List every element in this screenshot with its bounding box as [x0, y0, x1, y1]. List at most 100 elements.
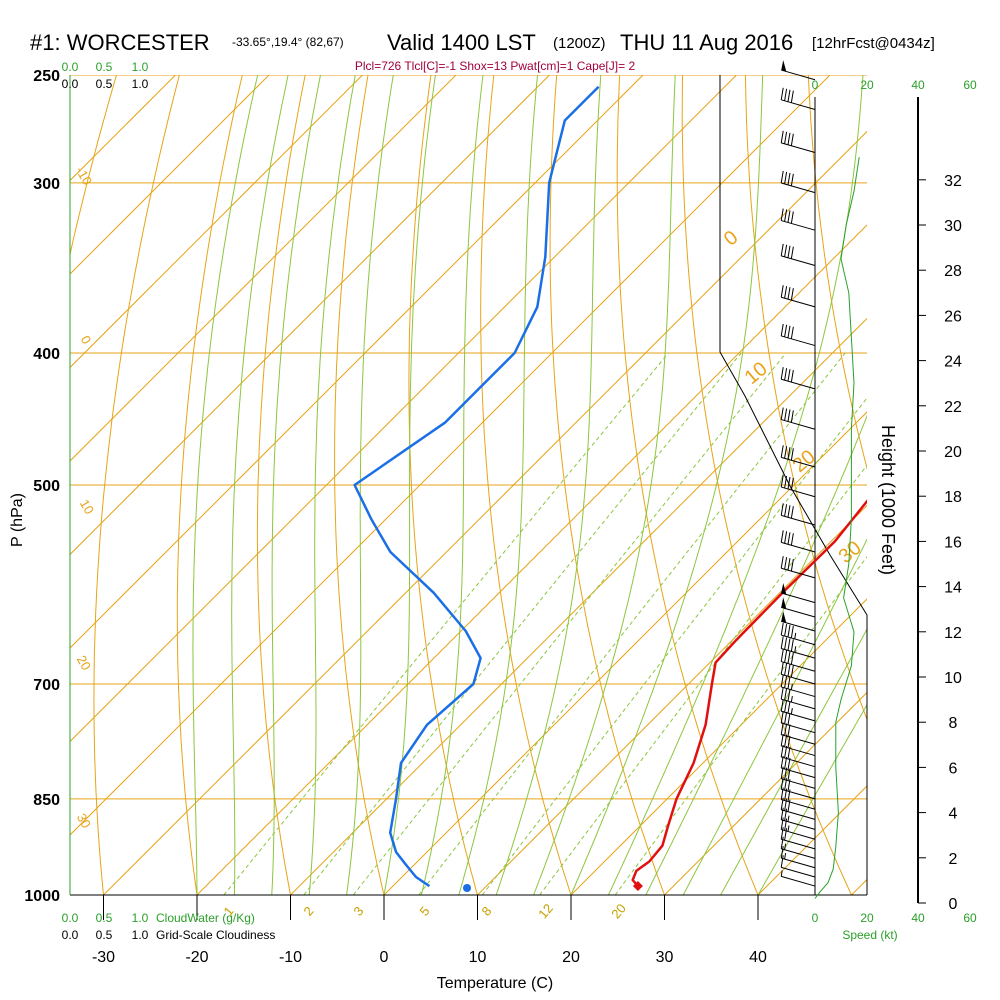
forecast-info: [12hrFcst@0434z] [812, 35, 935, 52]
wind-barb [781, 597, 816, 618]
isotherm-label: 20 [74, 653, 94, 673]
mixing-ratio-label: 3 [350, 904, 366, 919]
height-tick-label: 18 [944, 489, 962, 506]
pressure-label: 1000 [24, 888, 60, 905]
wind-barb [780, 733, 816, 757]
wind-barb [780, 622, 816, 646]
pressure-label: 850 [33, 792, 60, 809]
speed-tick-bottom: 0 [812, 911, 819, 925]
wind-barb [781, 611, 816, 632]
mixing-ratio-label: 12 [535, 901, 556, 922]
moist-adiabat [645, 414, 867, 895]
speed-tick-bottom: 20 [860, 911, 874, 925]
mixing-ratio-label: 5 [416, 904, 432, 919]
dry-adiabat [70, 75, 118, 257]
isotherm-label: -10 [73, 164, 95, 188]
mixing-ratio-line [223, 352, 669, 895]
moist-adiabat [383, 75, 436, 895]
isotherm-line [383, 411, 867, 895]
moist-adiabat [192, 75, 259, 895]
valid-date: THU 11 Aug 2016 [620, 30, 793, 55]
x-tick-label: 0 [380, 949, 389, 966]
speed-axis-label: Speed (kt) [842, 928, 897, 942]
wind-barb [780, 699, 816, 722]
isotherm-line [851, 878, 867, 895]
isotherm-label: 10 [77, 497, 97, 517]
moist-adiabat [271, 75, 322, 895]
wind-barb [780, 367, 816, 390]
height-tick-label: 24 [944, 354, 962, 371]
dry-adiabat [807, 75, 867, 471]
x-tick-label: 40 [749, 949, 767, 966]
surface-dewpoint-marker [463, 884, 471, 892]
mixing-ratio-line [481, 397, 867, 895]
speed-tick-bottom: 60 [963, 911, 977, 925]
wind-barb [780, 722, 816, 745]
height-tick-label: 28 [944, 263, 962, 280]
isotherm-line [70, 75, 550, 556]
cloudwater-tick-bottom: 0.0 [62, 911, 79, 925]
height-tick-label: 26 [944, 308, 962, 325]
x-tick-label: 10 [469, 949, 487, 966]
isotherm-line [196, 224, 867, 895]
speed-tick-top: 60 [963, 78, 977, 92]
wind-barb [780, 817, 816, 840]
mixing-ratio-line [352, 352, 787, 895]
dry-adiabat [408, 75, 479, 895]
height-axis-title: Height (1000 Feet) [878, 425, 898, 575]
isotherm-label: 0 [78, 333, 95, 347]
cloudwater-label: CloudWater (g/Kg) [156, 911, 255, 925]
isotherm-line [103, 130, 867, 895]
cloudwater-tick-top: 0.5 [96, 60, 113, 74]
moist-adiabat [757, 703, 867, 895]
wind-barb [780, 407, 816, 430]
isotherm-label: 10 [741, 358, 772, 389]
height-tick-label: 10 [944, 670, 962, 687]
dry-adiabat [616, 75, 759, 895]
y-axis-title: P (hPa) [9, 493, 26, 547]
wind-speed-profile [814, 157, 860, 899]
height-tick-label: 4 [949, 806, 958, 823]
cloudiness-label: Grid-Scale Cloudiness [156, 928, 275, 942]
cloudwater-tick-bottom: 0.5 [96, 911, 113, 925]
speed-tick-top: 40 [911, 78, 925, 92]
wind-barb [780, 323, 816, 347]
wind-barb [780, 855, 816, 878]
height-tick-label: 30 [944, 218, 962, 235]
wind-barb [780, 530, 816, 553]
isotherm-line [664, 691, 867, 895]
isotherm-line [70, 75, 457, 462]
cloudiness-tick-top: 0.5 [96, 77, 113, 91]
wind-barb [780, 243, 816, 266]
x-tick-label: 20 [562, 949, 580, 966]
isotherm-line [70, 75, 363, 369]
wind-barb [780, 827, 816, 850]
moist-adiabat [308, 75, 356, 895]
cloudwater-tick-bottom: 1.0 [132, 911, 149, 925]
x-tick-label: -30 [92, 949, 115, 966]
moist-adiabat [458, 75, 539, 895]
wind-barb [780, 710, 816, 734]
wind-barbs [780, 60, 816, 887]
wind-barb [780, 170, 816, 194]
wind-barb [780, 674, 816, 698]
wind-barb [780, 208, 816, 231]
wind-barb [781, 582, 816, 604]
isotherm-label: 30 [74, 811, 94, 831]
station-title: #1: WORCESTER [30, 30, 210, 55]
mixing-ratio-line [614, 555, 867, 895]
pressure-label: 250 [33, 68, 60, 85]
speed-tick-top: 20 [860, 78, 874, 92]
zulu-time: (1200Z) [553, 35, 606, 52]
dry-adiabat [744, 75, 867, 721]
x-tick-label: -10 [279, 949, 302, 966]
dry-adiabat [994, 51, 1000, 924]
cloudiness-tick-bottom: 0.5 [96, 928, 113, 942]
cloudiness-tick-top: 0.0 [62, 77, 79, 91]
stability-indices: Plcl=726 Tlcl[C]=-1 Shox=13 Pwat[cm]=1 C… [355, 59, 636, 73]
cloudiness-tick-top: 1.0 [132, 77, 149, 91]
isotherm-line [70, 75, 644, 649]
mixing-ratio-label: 2 [300, 904, 316, 919]
height-tick-label: 2 [949, 851, 958, 868]
